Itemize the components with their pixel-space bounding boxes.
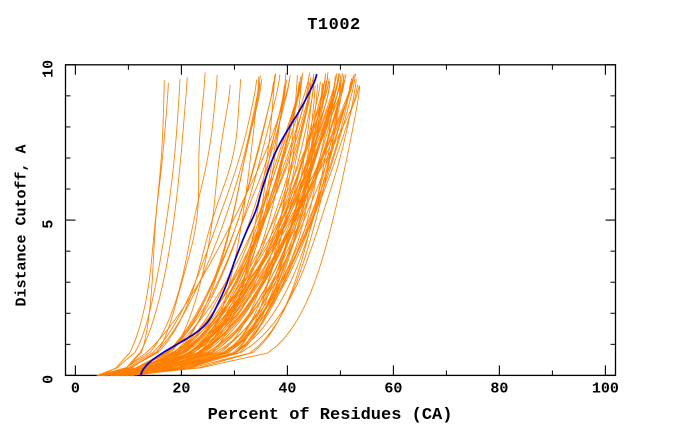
svg-text:0: 0 (71, 380, 80, 397)
svg-text:20: 20 (172, 380, 190, 397)
svg-text:80: 80 (490, 380, 508, 397)
svg-text:10: 10 (41, 60, 58, 78)
svg-text:60: 60 (384, 380, 402, 397)
svg-text:5: 5 (41, 220, 58, 229)
svg-text:40: 40 (278, 380, 296, 397)
svg-text:0: 0 (41, 375, 58, 384)
svg-text:100: 100 (592, 380, 619, 397)
